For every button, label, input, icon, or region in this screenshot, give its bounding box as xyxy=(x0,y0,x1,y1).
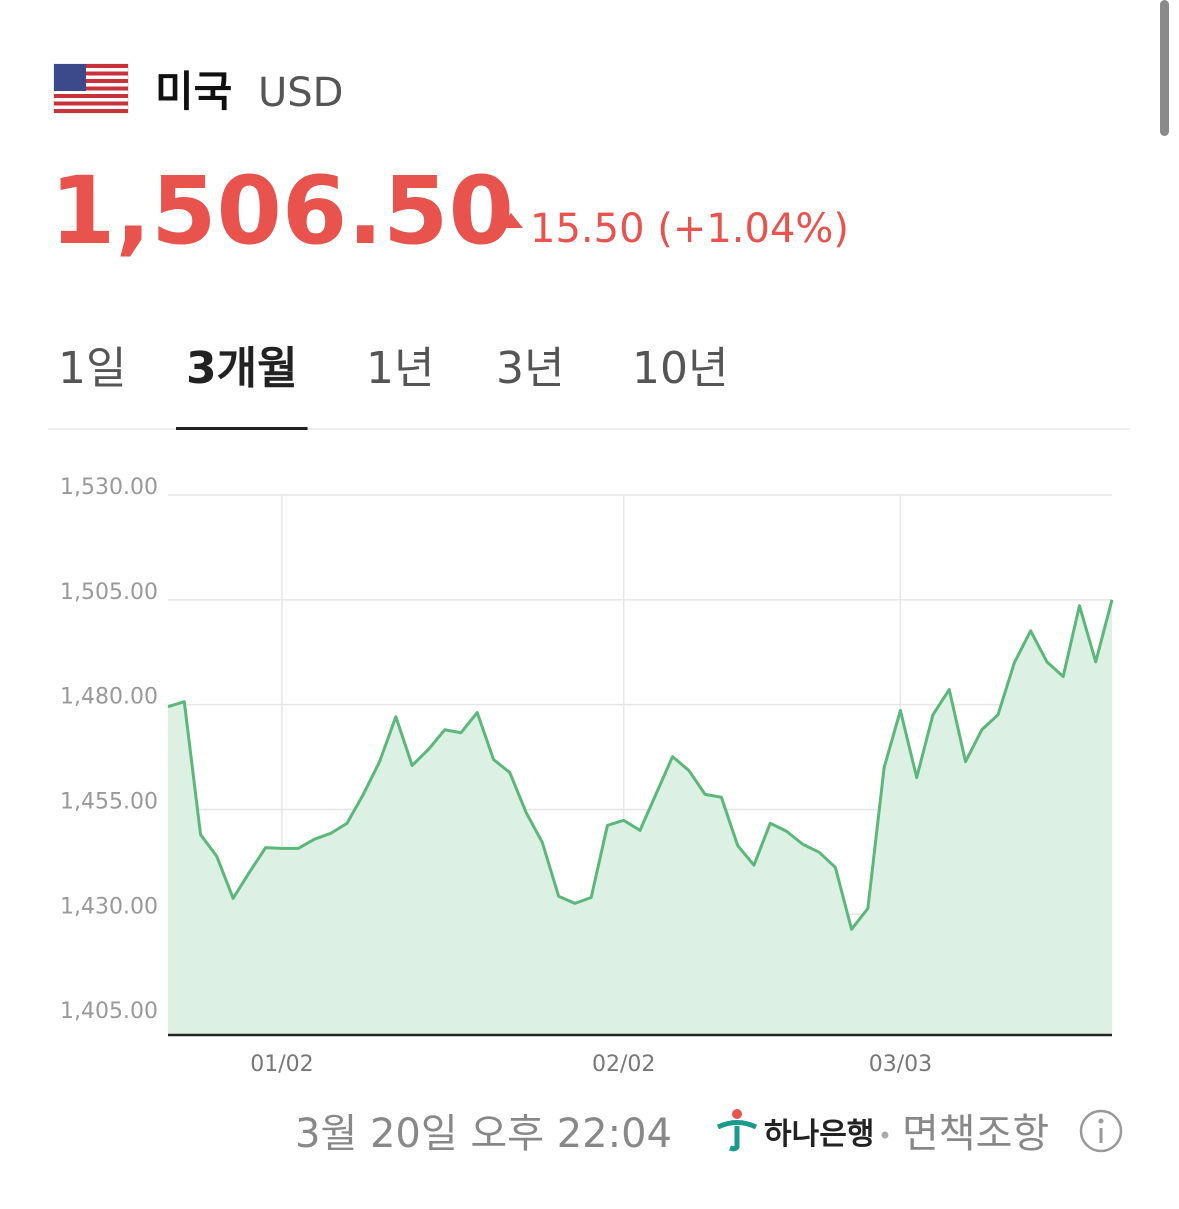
provider: 하나은행 xyxy=(764,1117,874,1152)
y-tick-label: 1,430.00 xyxy=(60,894,158,919)
tab[interactable]: 1일 xyxy=(58,343,126,394)
currency: USD xyxy=(258,70,343,116)
y-tick-label: 1,505.00 xyxy=(60,580,158,605)
area xyxy=(168,599,1112,1035)
y-tick-label: 1,530.00 xyxy=(60,475,158,500)
active-underline xyxy=(176,427,308,430)
tab[interactable]: 1년 xyxy=(366,343,434,394)
flag xyxy=(53,63,129,114)
line xyxy=(167,599,1114,931)
separator xyxy=(881,1131,889,1139)
x-tick-label: 03/03 xyxy=(869,1052,932,1077)
price: 1,506.50 xyxy=(50,157,514,266)
timestamp: 3월 20일 오후 22:04 xyxy=(295,1111,672,1157)
chart: 1,405.00 1,430.00 1,455.00 1,480.00 1,505.00… xyxy=(60,475,1114,1077)
tab[interactable]: 3개월 xyxy=(186,343,298,394)
tab[interactable]: 3년 xyxy=(496,343,564,394)
country: 미국 xyxy=(155,67,232,116)
up-arrow xyxy=(499,213,523,228)
x-tick-label: 02/02 xyxy=(592,1052,655,1077)
disclaimer[interactable]: 면책조항 xyxy=(902,1111,1049,1157)
tab[interactable]: 10년 xyxy=(632,343,728,394)
scrollbar xyxy=(1160,0,1169,136)
y-tick-label: 1,455.00 xyxy=(60,789,158,814)
info-icon[interactable] xyxy=(1079,1109,1123,1153)
tabs: 1일 3개월 1년 3년 10년 xyxy=(58,343,728,394)
change: 15.50 (+1.04%) xyxy=(530,206,849,252)
x-tick-label: 01/02 xyxy=(250,1052,313,1077)
provider-logo xyxy=(716,1109,758,1152)
y-tick-label: 1,405.00 xyxy=(60,999,158,1024)
y-tick-label: 1,480.00 xyxy=(60,685,158,710)
